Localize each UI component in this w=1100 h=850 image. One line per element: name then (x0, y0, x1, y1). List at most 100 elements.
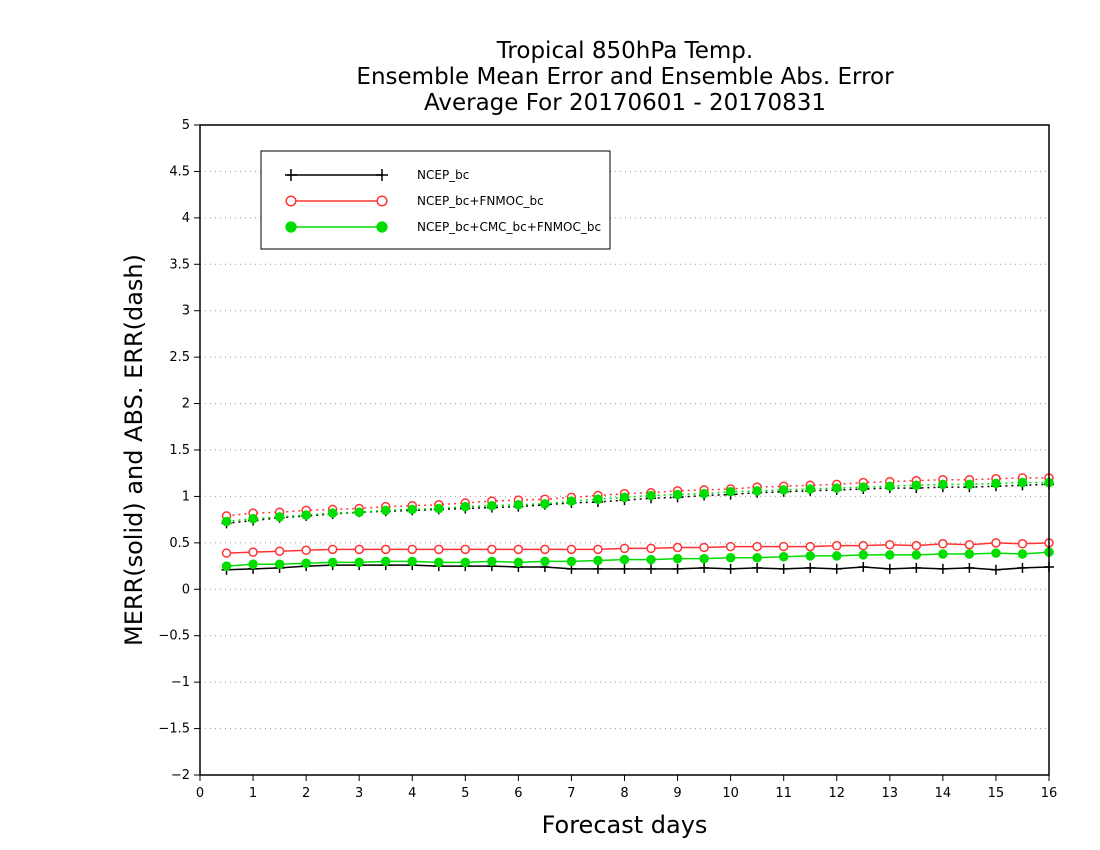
data-point-open-circle (513, 544, 524, 555)
y-tick-label: 1.5 (169, 443, 190, 458)
data-point-plus (778, 563, 789, 574)
mean-error-line-0 (226, 564, 1050, 571)
x-tick-label: 0 (196, 786, 204, 801)
data-point-filled-circle (938, 549, 948, 559)
x-axis-label: Forecast days (542, 811, 708, 839)
data-point-filled-circle (725, 552, 736, 563)
data-point-plus (858, 562, 869, 572)
x-tick-label: 8 (620, 786, 628, 801)
mean-error-line-1 (226, 542, 1050, 554)
data-point-open-circle (699, 542, 709, 553)
x-tick-label: 10 (722, 786, 739, 801)
y-tick-label: −1.5 (158, 722, 190, 737)
data-point-filled-circle (376, 221, 388, 233)
abs-error-line-2 (226, 481, 1049, 523)
data-point-filled-circle (619, 554, 630, 565)
title-line-3: Average For 20170601 - 20170831 (423, 90, 827, 116)
data-point-plus (884, 563, 895, 574)
data-point-filled-circle (885, 481, 895, 491)
data-point-open-circle (885, 539, 895, 550)
x-tick-label: 14 (935, 786, 952, 801)
y-tick-label: 4.5 (169, 164, 190, 179)
data-point-open-circle (354, 544, 364, 555)
data-point-filled-circle (725, 487, 736, 497)
y-tick-label: 0 (182, 582, 190, 597)
y-tick-label: 2 (182, 397, 190, 412)
data-point-plus (285, 169, 297, 181)
data-point-open-circle (832, 540, 842, 551)
y-tick-label: 1 (182, 489, 190, 504)
data-point-filled-circle (354, 557, 364, 568)
data-point-plus (990, 564, 1001, 575)
data-point-filled-circle (672, 553, 683, 564)
data-point-filled-circle (274, 512, 285, 522)
legend-label: NCEP_bc+CMC_bc+FNMOC_bc (417, 220, 601, 234)
y-tick-label: 4 (182, 211, 190, 226)
data-point-open-circle (646, 543, 656, 554)
data-point-filled-circle (991, 548, 1001, 558)
abs-error-lines (221, 473, 1054, 529)
data-point-filled-circle (646, 554, 656, 565)
data-point-filled-circle (487, 556, 497, 567)
data-point-plus (619, 563, 630, 574)
data-point-filled-circle (354, 507, 364, 517)
data-point-filled-circle (964, 549, 975, 559)
data-point-open-circle (285, 195, 297, 207)
legend-label: NCEP_bc (417, 168, 469, 182)
data-point-plus (646, 563, 657, 574)
legend-label: NCEP_bc+FNMOC_bc (417, 194, 544, 208)
data-point-filled-circle (513, 500, 524, 510)
data-point-open-circle (619, 543, 630, 554)
legend: NCEP_bc NCEP_bc+FNMOC_bc NCEP_bc+CMC_bc+FN… (260, 150, 611, 250)
legend-box (260, 150, 611, 250)
data-point-filled-circle (911, 480, 922, 491)
data-point-filled-circle (858, 482, 869, 492)
data-point-filled-circle (301, 558, 311, 569)
data-point-filled-circle (380, 505, 391, 516)
data-point-plus (964, 562, 975, 573)
data-point-plus (672, 563, 683, 574)
data-point-open-circle (672, 542, 683, 553)
data-point-filled-circle (540, 499, 550, 509)
data-point-filled-circle (619, 492, 630, 503)
y-tick-label: 3.5 (169, 257, 190, 272)
data-point-open-circle (487, 544, 497, 555)
x-tick-label: 15 (988, 786, 1005, 801)
data-point-filled-circle (858, 550, 869, 560)
data-point-filled-circle (380, 556, 391, 567)
mean-error-line-2 (226, 551, 1050, 567)
data-point-filled-circle (285, 221, 297, 233)
data-point-filled-circle (593, 555, 603, 566)
data-point-open-circle (407, 544, 417, 555)
data-point-filled-circle (805, 484, 815, 494)
data-point-filled-circle (938, 479, 948, 490)
data-point-open-circle (964, 539, 975, 550)
data-point-open-circle (778, 541, 789, 552)
data-point-filled-circle (832, 483, 842, 493)
x-tick-label: 13 (882, 786, 899, 801)
x-tick-label: 9 (673, 786, 681, 801)
data-point-open-circle (991, 538, 1001, 548)
data-point-plus (937, 563, 948, 574)
data-point-plus (725, 563, 736, 574)
data-point-filled-circle (1017, 477, 1028, 488)
data-point-filled-circle (327, 557, 338, 568)
data-point-filled-circle (487, 500, 497, 511)
data-point-filled-circle (434, 503, 444, 514)
data-point-filled-circle (699, 553, 709, 564)
data-point-plus (911, 562, 922, 573)
axes: −2−1.5−1−0.500.511.522.533.544.550 1 2 3 4 5 6… (158, 118, 1057, 801)
data-point-filled-circle (752, 486, 762, 496)
data-point-open-circle (725, 541, 736, 552)
y-tick-label: 0.5 (169, 536, 190, 551)
data-point-plus (805, 562, 816, 573)
data-point-open-circle (858, 540, 869, 551)
data-point-filled-circle (1017, 549, 1028, 559)
title-line-1: Tropical 850hPa Temp. (496, 38, 754, 64)
y-tick-label: −2 (171, 768, 190, 783)
y-tick-label: −0.5 (158, 629, 190, 644)
x-tick-label: 11 (775, 786, 792, 801)
data-point-open-circle (380, 544, 391, 555)
grid (200, 170, 1049, 730)
